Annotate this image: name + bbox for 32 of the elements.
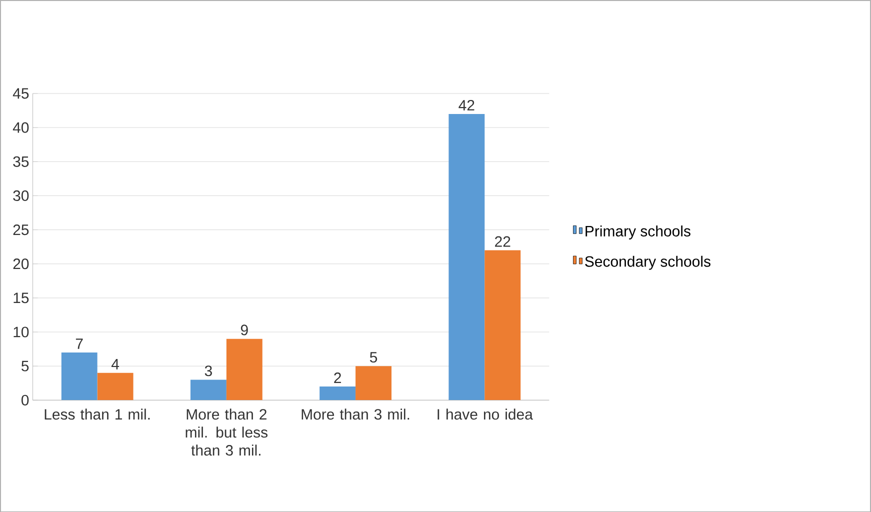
y-tick-label: 5 (22, 360, 29, 372)
data-label: 42 (458, 100, 474, 110)
y-tick-label: 25 (13, 224, 29, 235)
y-tick-label: 35 (13, 156, 29, 167)
data-label: 2 (334, 372, 341, 383)
bar (61, 352, 98, 400)
data-label: 3 (204, 365, 212, 376)
bar (97, 372, 134, 400)
bar (226, 338, 262, 400)
legend-label: Primary schools (586, 225, 690, 240)
y-tick-label: 0 (21, 394, 29, 406)
legend-label: Secondary schools (585, 256, 710, 270)
y-tick-label: 15 (14, 292, 29, 303)
y-tick-label: 30 (13, 190, 29, 201)
data-label: 5 (370, 352, 378, 362)
data-label: 22 (495, 236, 510, 246)
data-label: 9 (240, 324, 248, 336)
bar (190, 380, 226, 400)
y-tick-label: 45 (12, 88, 29, 99)
y-tick-label: 20 (13, 258, 29, 269)
data-label: 4 (111, 358, 120, 370)
bar (448, 114, 485, 400)
x-tick-label: I have no idea (438, 408, 533, 420)
bar (356, 366, 392, 400)
data-label: 7 (76, 338, 83, 349)
bar (320, 386, 356, 400)
x-tick-label: More than 2 mil. but less than 3 mil. (186, 408, 268, 456)
x-tick-label: Less than 1 mil. (44, 408, 150, 420)
x-tick-label: More than 3 mil. (302, 408, 410, 420)
bar (484, 250, 521, 400)
y-tick-label: 10 (14, 326, 29, 338)
y-tick-label: 40 (12, 122, 29, 133)
